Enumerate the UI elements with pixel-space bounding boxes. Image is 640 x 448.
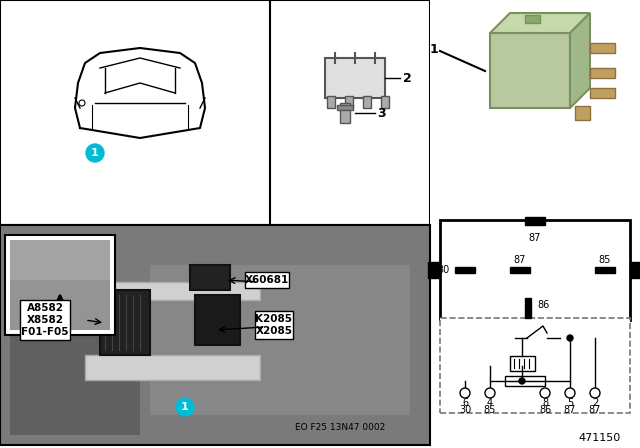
Bar [0, 0, 280, 225]
Text: 85: 85 [484, 405, 496, 415]
Text: 86: 86 [537, 300, 549, 310]
Bar [340, 103, 350, 123]
Text: 2: 2 [592, 398, 598, 408]
Bar [590, 88, 615, 98]
Bar [270, 0, 430, 225]
Text: 3: 3 [378, 107, 387, 120]
Bar [325, 58, 385, 98]
Text: 87: 87 [564, 405, 576, 415]
Bar [510, 356, 535, 371]
Bar [525, 217, 545, 225]
Bar [590, 68, 615, 78]
Bar [430, 0, 640, 225]
Bar [630, 262, 640, 278]
Text: EO F25 13N47 0002: EO F25 13N47 0002 [295, 422, 385, 431]
Circle shape [519, 378, 525, 384]
Bar [100, 290, 150, 355]
Text: A8582: A8582 [26, 303, 63, 313]
Bar [10, 315, 140, 435]
Bar [490, 33, 570, 108]
Bar [525, 15, 540, 23]
Text: 1: 1 [181, 402, 189, 412]
Text: 5: 5 [567, 398, 573, 408]
Circle shape [460, 388, 470, 398]
Circle shape [540, 388, 550, 398]
Bar [337, 105, 353, 110]
Text: 30: 30 [438, 265, 450, 275]
Bar [595, 267, 615, 273]
Text: X2085: X2085 [255, 326, 292, 336]
Bar [5, 235, 115, 335]
Bar [345, 96, 353, 108]
Circle shape [590, 388, 600, 398]
Polygon shape [570, 13, 590, 108]
Circle shape [567, 335, 573, 341]
Text: 1: 1 [429, 43, 438, 56]
Circle shape [86, 144, 104, 162]
Text: 1: 1 [91, 148, 99, 158]
Text: 2: 2 [403, 72, 412, 85]
Bar [525, 298, 531, 318]
Bar [20, 300, 70, 340]
Bar [428, 262, 440, 278]
Bar [440, 318, 630, 413]
Bar [190, 265, 230, 290]
Text: 30: 30 [459, 405, 471, 415]
Bar [440, 220, 630, 320]
Text: 4: 4 [487, 398, 493, 408]
Text: 85: 85 [599, 255, 611, 265]
Text: 86: 86 [539, 405, 551, 415]
Text: 87: 87 [529, 233, 541, 243]
Circle shape [176, 398, 194, 416]
Text: 87: 87 [514, 255, 526, 265]
Bar [245, 272, 289, 288]
Bar [327, 96, 335, 108]
Bar [505, 376, 545, 386]
Bar [0, 225, 430, 445]
Bar [575, 106, 590, 120]
Text: X60681: X60681 [245, 275, 289, 285]
Text: X8582: X8582 [26, 315, 63, 325]
Text: 8: 8 [542, 398, 548, 408]
Bar [150, 265, 410, 415]
Bar [510, 267, 530, 273]
Bar [255, 311, 293, 339]
Bar [10, 240, 110, 330]
Bar [590, 43, 615, 53]
Bar [85, 355, 260, 380]
Bar [85, 282, 260, 300]
Bar [10, 240, 110, 280]
Text: 471150: 471150 [579, 433, 621, 443]
Bar [381, 96, 389, 108]
Bar [455, 267, 475, 273]
Text: 6: 6 [462, 398, 468, 408]
Text: F01-F05: F01-F05 [21, 327, 68, 337]
Polygon shape [490, 13, 590, 33]
Text: K2085: K2085 [255, 314, 292, 324]
Bar [363, 96, 371, 108]
Text: 87: 87 [589, 405, 601, 415]
Circle shape [565, 388, 575, 398]
Bar [195, 295, 240, 345]
Circle shape [485, 388, 495, 398]
